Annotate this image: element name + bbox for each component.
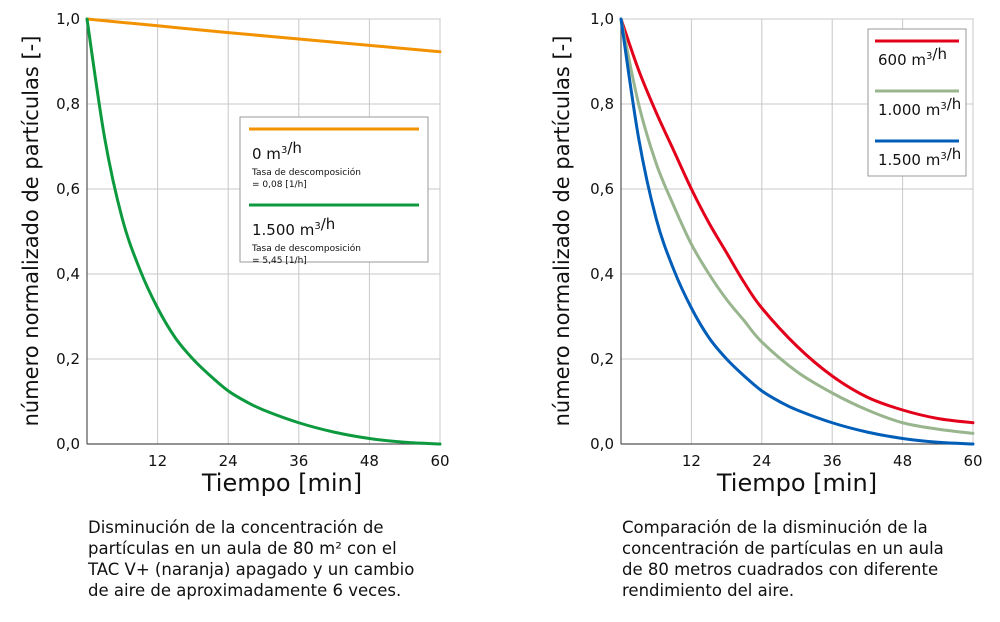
series-line: [85, 17, 442, 54]
x-tick-label: 48: [360, 452, 379, 470]
caption-line: rendimiento del aire.: [622, 581, 795, 600]
x-tick-label: 24: [752, 452, 771, 470]
y-tick-label: 0,2: [56, 350, 80, 368]
y-tick-label: 1,0: [56, 10, 80, 28]
legend-note: = 0,08 [1/h]: [252, 180, 307, 190]
caption-line: Disminución de la concentración de: [88, 518, 384, 537]
series-line: [619, 17, 975, 435]
x-tick-label: 36: [823, 452, 842, 470]
y-tick-label: 0,8: [56, 95, 80, 113]
y-tick-label: 0,2: [590, 350, 614, 368]
chart-left: número normalizado de partículas [-] Tie…: [19, 10, 450, 497]
legend-label: 0 m3/h: [252, 139, 302, 163]
series-line: [619, 17, 975, 446]
y-axis-label: número normalizado de partículas [-]: [550, 36, 574, 427]
x-axis-label: Tiempo [min]: [716, 469, 877, 497]
x-tick-label: 48: [893, 452, 912, 470]
x-axis-label: Tiempo [min]: [201, 469, 362, 497]
y-tick-label: 0,8: [590, 95, 614, 113]
y-tick-label: 0,4: [590, 265, 614, 283]
legend: 0 m3/h Tasa de descomposición = 0,08 [1/h]…: [239, 116, 429, 266]
legend-label: 600 m3/h: [878, 45, 947, 69]
y-tick-label: 0,0: [590, 435, 614, 453]
legend-label: 1.500 m3/h: [878, 145, 961, 169]
legend-box: [239, 116, 429, 263]
y-tick-label: 0,0: [56, 435, 80, 453]
chart-right: número normalizado de partículas [-] Tie…: [550, 10, 983, 497]
y-tick-label: 0,4: [56, 265, 80, 283]
caption-line: de 80 metros cuadrados con diferente: [622, 560, 939, 579]
legend: 600 m3/h 1.000 m3/h 1.500 m3/h: [867, 28, 967, 177]
y-axis-label: número normalizado de partículas [-]: [19, 36, 43, 427]
legend-box: [867, 28, 967, 177]
series-line: [619, 17, 975, 425]
x-tick-label: 60: [430, 452, 449, 470]
y-tick-label: 1,0: [590, 10, 614, 28]
legend-note: = 5,45 [1/h]: [252, 256, 307, 266]
legend-label: 1.500 m3/h: [252, 215, 335, 239]
y-tick-label: 0,6: [56, 180, 80, 198]
y-tick-label: 0,6: [590, 180, 614, 198]
x-tick-label: 12: [682, 452, 701, 470]
caption-line: concentración de partículas en un aula: [622, 539, 944, 558]
caption-line: de aire de aproximadamente 6 veces.: [88, 581, 402, 600]
caption-line: TAC V+ (naranja) apagado y un cambio: [88, 560, 415, 579]
legend-note: Tasa de descomposición: [251, 243, 361, 254]
legend-label: 1.000 m3/h: [878, 95, 961, 119]
x-tick-label: 24: [219, 452, 238, 470]
legend-note: Tasa de descomposición: [251, 167, 361, 178]
caption-right: Comparación de la disminución de la conc…: [622, 517, 944, 601]
caption-line: Comparación de la disminución de la: [622, 518, 928, 537]
x-tick-label: 36: [289, 452, 308, 470]
caption-line: partículas en un aula de 80 m² con el: [88, 539, 397, 558]
series-line: [85, 17, 442, 446]
x-tick-label: 60: [963, 452, 982, 470]
caption-left: Disminución de la concentración de partí…: [88, 517, 414, 601]
x-tick-label: 12: [148, 452, 167, 470]
